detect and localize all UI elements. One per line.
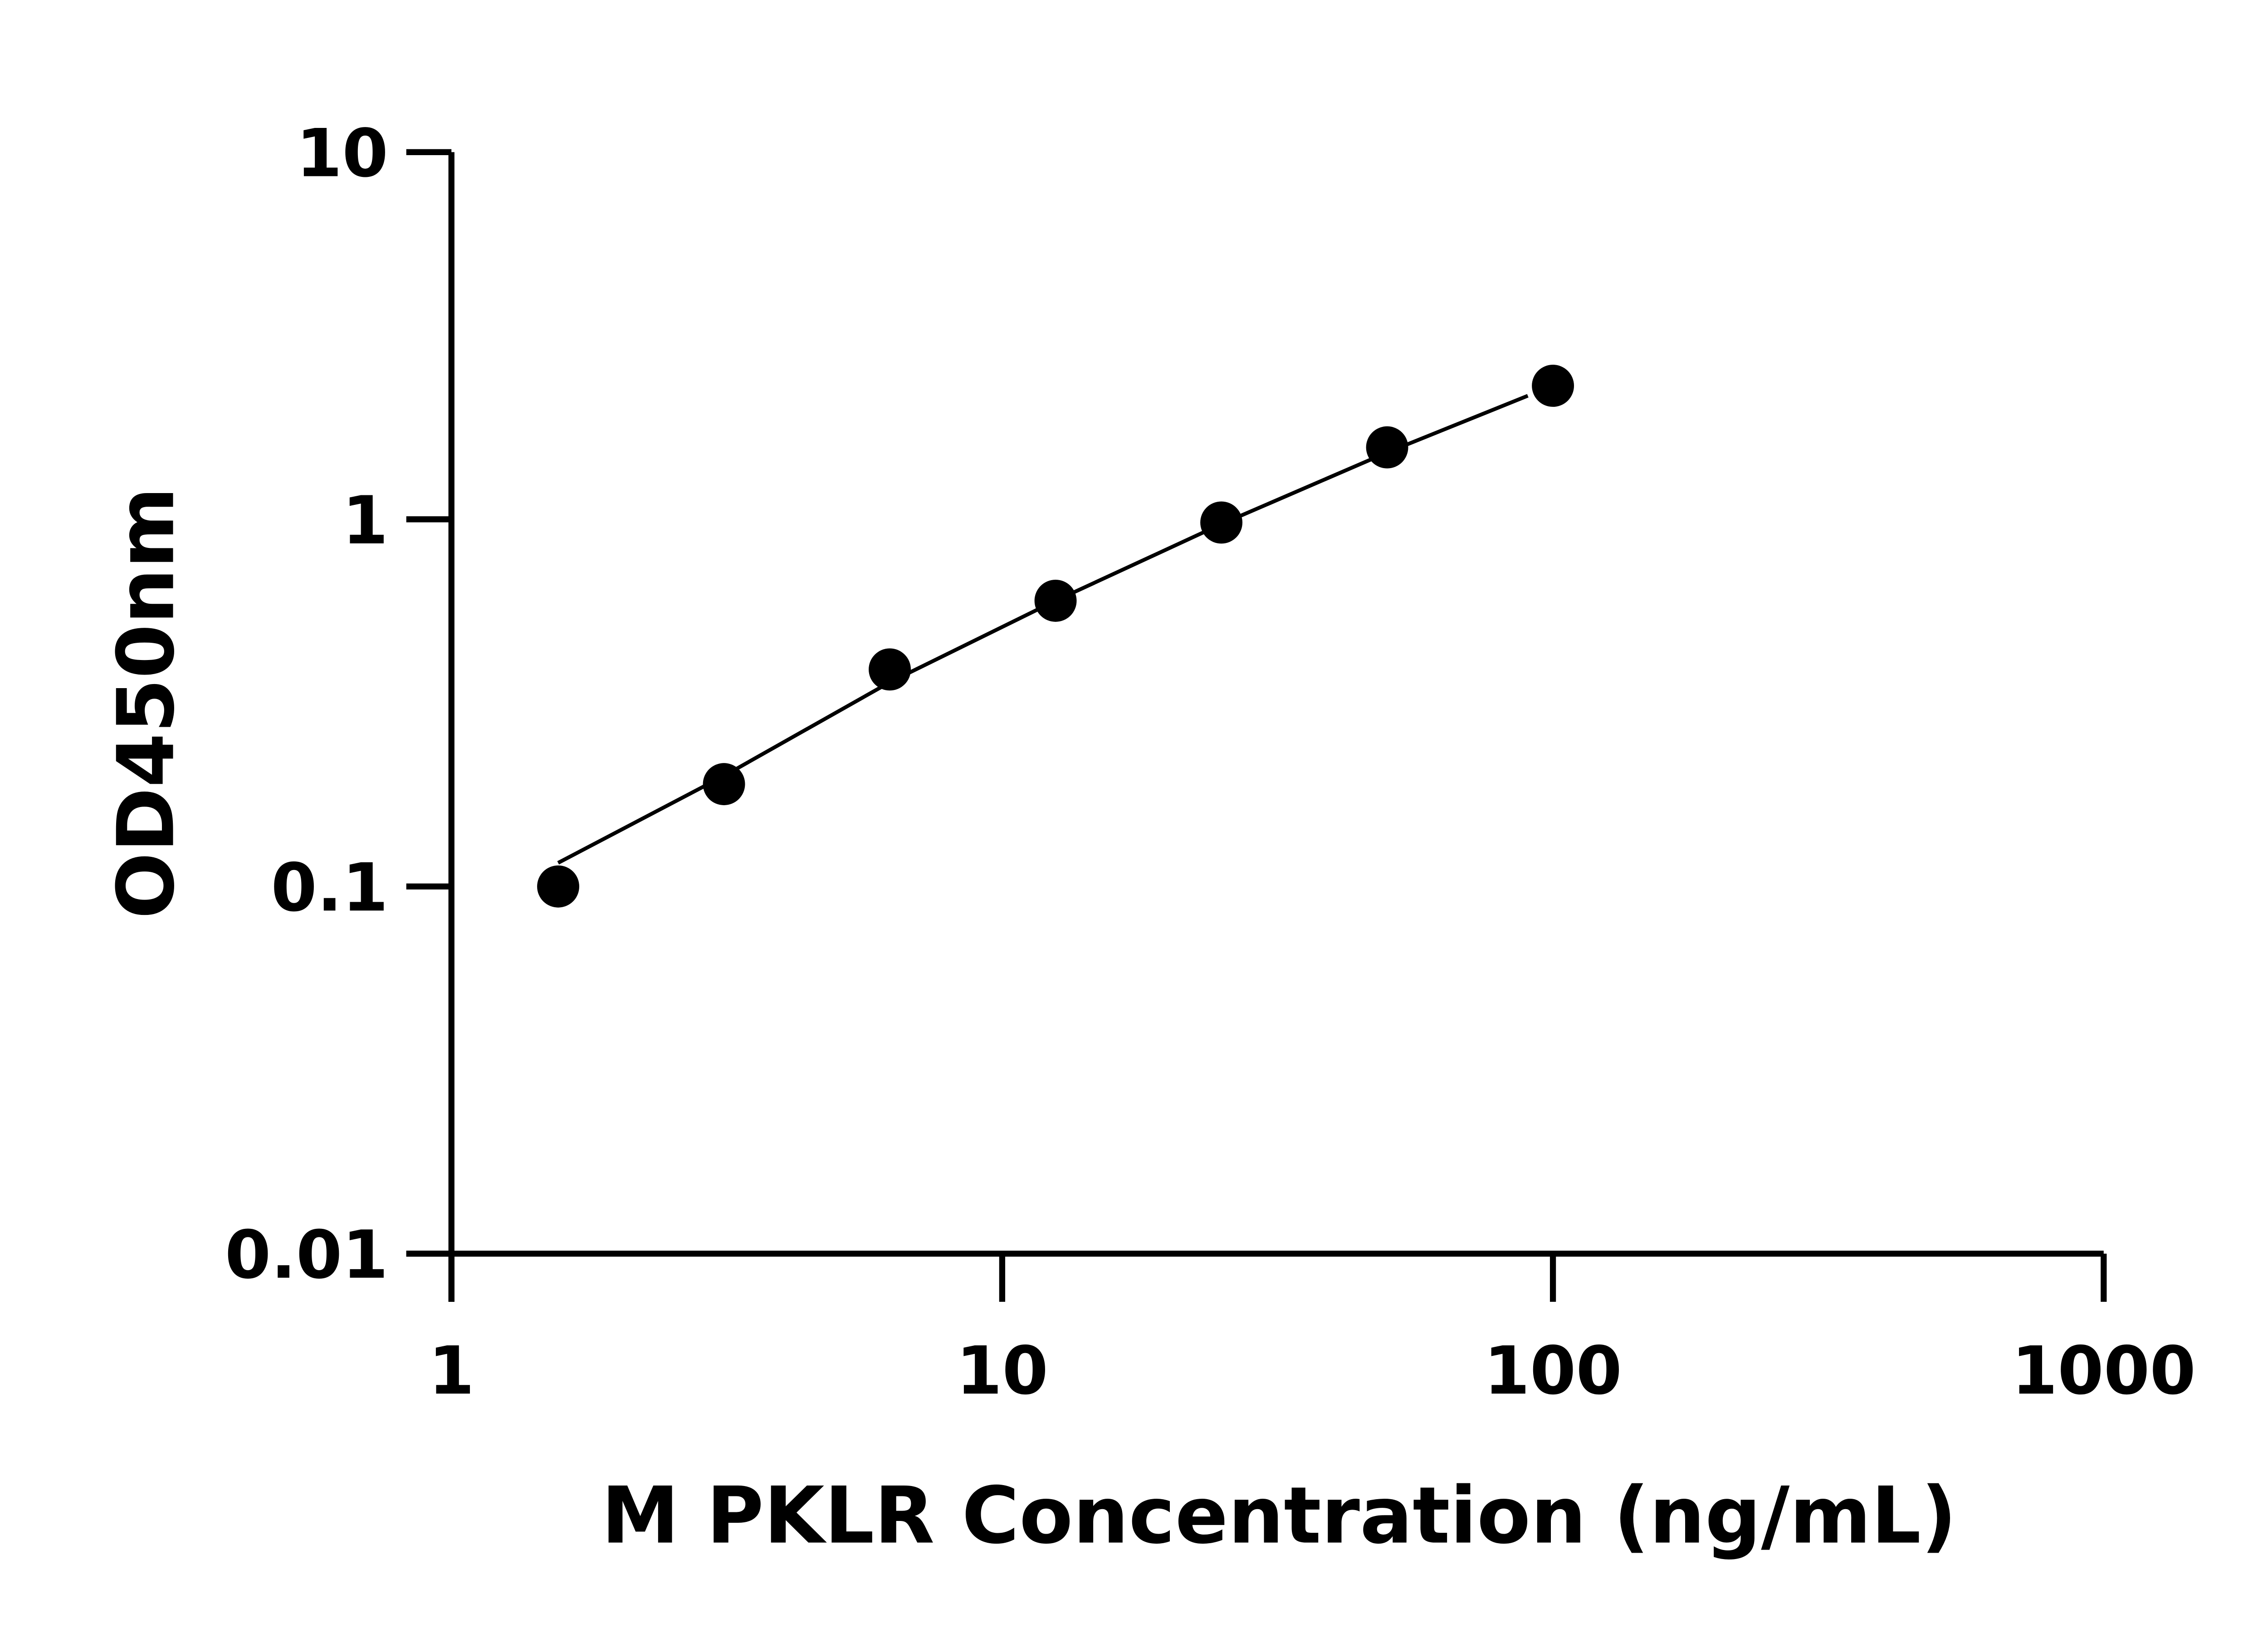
y-axis-label: OD450nm <box>101 487 192 919</box>
data-point <box>1200 501 1243 544</box>
x-tick-label: 1 <box>428 1333 474 1409</box>
data-point <box>537 865 580 908</box>
data-point <box>1034 579 1077 622</box>
x-tick-label: 100 <box>1484 1333 1622 1409</box>
x-axis-label: M PKLR Concentration (ng/mL) <box>601 1470 1957 1561</box>
data-point <box>1532 365 1574 407</box>
x-tick-label: 1000 <box>2012 1333 2196 1409</box>
y-tick-label: 10 <box>296 115 388 192</box>
y-tick-label: 0.1 <box>271 850 388 926</box>
y-tick-label: 0.01 <box>225 1217 388 1294</box>
y-tick-label: 1 <box>342 483 388 559</box>
axes: 1 10 100 1000 0.01 0.1 1 10 <box>225 115 2196 1409</box>
data-point <box>1366 426 1408 469</box>
data-points-layer <box>537 365 1574 908</box>
data-point <box>869 648 911 691</box>
data-point <box>703 763 745 806</box>
x-tick-label: 10 <box>956 1333 1048 1409</box>
